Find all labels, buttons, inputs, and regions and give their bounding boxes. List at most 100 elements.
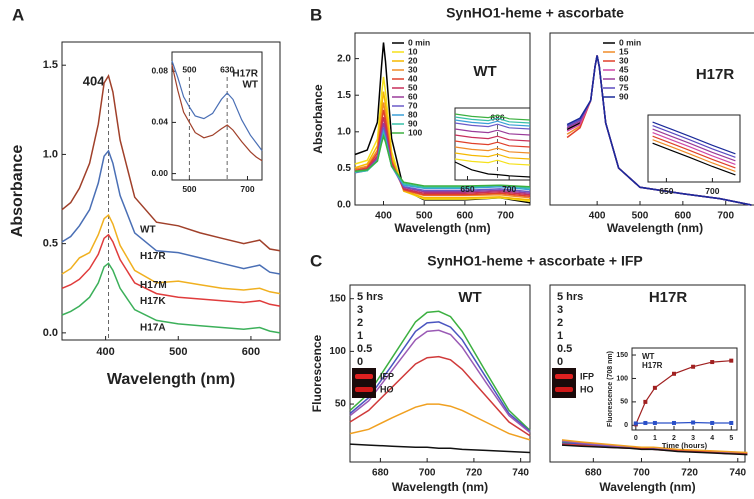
panel-subtitle: WT (458, 289, 481, 306)
legend-label: 45 (619, 64, 629, 74)
y-axis-label: Fluorescence (310, 334, 324, 412)
legend-label: 100 (408, 127, 422, 137)
x-tick-label: 400 (589, 211, 606, 222)
legend-label: 0.5 (557, 343, 572, 355)
gel-label: IFP (380, 371, 394, 381)
series-label: WT (140, 224, 156, 235)
series-line (454, 128, 531, 136)
x-tick-label: 700 (633, 468, 650, 479)
legend-label: 90 (408, 118, 418, 128)
series-line (454, 140, 531, 148)
x-tick-label: 700 (717, 211, 734, 222)
legend-label: 5 hrs (357, 291, 383, 303)
x-tick-label: 500 (416, 211, 433, 222)
series-line (566, 55, 752, 206)
legend-label: 5 hrs (557, 291, 583, 303)
x-axis-label: Wavelength (nm) (607, 221, 703, 235)
x-axis-label: Wavelength (nm) (107, 371, 235, 388)
series-line (349, 310, 531, 431)
point (672, 420, 676, 425)
inset-series-label: WT (242, 80, 258, 91)
series-line (349, 321, 531, 432)
y-tick-label: 150 (616, 352, 628, 359)
y-tick-label: 2.0 (337, 53, 351, 64)
legend-label: 60 (408, 91, 418, 101)
series-label: H17A (140, 323, 166, 334)
inset-frame (171, 51, 263, 181)
series-line (652, 128, 736, 162)
series-label: H17K (140, 296, 166, 307)
series-line (454, 116, 531, 124)
legend-label: 90 (619, 91, 629, 101)
y-tick-label: 1.0 (337, 126, 351, 137)
x-tick-label: 3 (691, 435, 695, 442)
legend-label: 80 (408, 109, 418, 119)
panel-label: A (12, 5, 24, 24)
series-line (652, 142, 736, 176)
y-tick-label: 0.0 (337, 200, 351, 211)
inset-legend-label: WT (642, 352, 655, 361)
gel-image (352, 368, 376, 398)
plot-frame (349, 284, 531, 463)
series-line (454, 161, 531, 178)
y-tick-label: 100 (329, 346, 346, 357)
legend-label: 75 (619, 82, 629, 92)
series-line (561, 444, 748, 456)
series-line (171, 60, 263, 151)
legend-label: 2 (557, 317, 563, 329)
gel-band (355, 374, 373, 379)
series-line (454, 152, 531, 160)
annotation: 404 (83, 73, 105, 88)
series-line (652, 135, 736, 169)
series-line (454, 158, 531, 166)
series-label: H17R (140, 251, 166, 262)
point (672, 371, 676, 376)
y-tick-label: 0.04 (151, 117, 168, 127)
legend-label: 60 (619, 73, 629, 83)
gel-label: IFP (580, 371, 594, 381)
x-tick-label: 600 (242, 346, 260, 358)
panel-subtitle: WT (473, 63, 496, 80)
series-line (61, 213, 281, 295)
legend-label: 1 (357, 330, 363, 342)
series-line (61, 262, 281, 334)
series-line (61, 149, 281, 275)
series-line (349, 403, 531, 441)
x-tick-label: 5 (729, 435, 733, 442)
x-tick-label: 720 (681, 468, 698, 479)
series-label: H17M (140, 280, 167, 291)
series-line (454, 119, 531, 127)
legend-label: 3 (357, 304, 363, 316)
inset-series-label: H17R (232, 69, 258, 80)
series-line (61, 74, 281, 252)
x-tick-label: 500 (169, 346, 187, 358)
point (710, 420, 715, 425)
annotation: 630 (220, 64, 234, 74)
series-line (454, 134, 531, 142)
panel-label: B (310, 5, 322, 24)
point (710, 360, 715, 365)
x-tick-label: 680 (585, 468, 602, 479)
gel-image (552, 368, 576, 398)
legend-label: 10 (408, 46, 418, 56)
group-title: SynHO1-heme + ascorbate (446, 5, 624, 21)
x-axis-label: Wavelength (nm) (392, 480, 488, 494)
point (643, 420, 648, 425)
panel-label: C (310, 251, 322, 270)
inset-y-label: Fluorescence (708 nm) (607, 351, 614, 427)
x-tick-label: 0 (634, 435, 638, 442)
series-line (454, 146, 531, 154)
legend-label: 50 (408, 82, 418, 92)
inset-legend-label: H17R (642, 361, 663, 370)
x-tick-label: 720 (466, 468, 483, 479)
series-line (61, 233, 281, 307)
point (691, 420, 696, 425)
legend-label: 15 (619, 46, 629, 56)
y-tick-label: 50 (620, 399, 628, 406)
legend-label: 20 (408, 55, 418, 65)
x-tick-label: 700 (497, 211, 514, 222)
annotation: 686 (490, 112, 504, 122)
x-axis-label: Wavelength (nm) (599, 480, 695, 494)
legend-label: 40 (408, 73, 418, 83)
series-line (354, 76, 531, 203)
